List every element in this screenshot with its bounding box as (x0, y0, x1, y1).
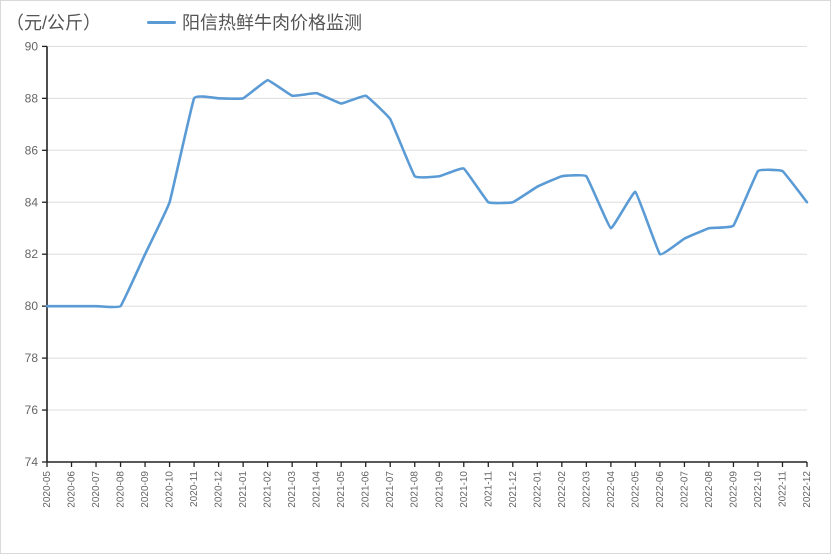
svg-text:2020-07: 2020-07 (91, 471, 102, 508)
svg-text:2022-11: 2022-11 (777, 471, 788, 507)
svg-text:2022-07: 2022-07 (679, 471, 690, 508)
svg-text:2021-09: 2021-09 (434, 471, 445, 508)
svg-text:2020-09: 2020-09 (140, 471, 151, 508)
svg-text:86: 86 (25, 143, 39, 157)
svg-text:2022-03: 2022-03 (581, 471, 592, 508)
svg-text:2022-08: 2022-08 (704, 471, 715, 508)
svg-text:2021-08: 2021-08 (410, 471, 421, 508)
svg-text:2021-05: 2021-05 (336, 471, 347, 508)
svg-text:84: 84 (25, 195, 39, 209)
svg-text:2020-08: 2020-08 (116, 471, 127, 508)
svg-text:2021-01: 2021-01 (238, 471, 249, 508)
svg-text:78: 78 (25, 351, 39, 365)
svg-text:2020-10: 2020-10 (165, 471, 176, 508)
svg-text:2021-04: 2021-04 (312, 471, 323, 508)
svg-text:88: 88 (25, 91, 39, 105)
svg-text:2021-07: 2021-07 (385, 471, 396, 508)
svg-text:2021-06: 2021-06 (361, 471, 372, 508)
svg-text:80: 80 (25, 299, 39, 313)
svg-text:2021-10: 2021-10 (459, 471, 470, 508)
svg-text:82: 82 (25, 247, 39, 261)
svg-text:2021-11: 2021-11 (483, 471, 494, 507)
svg-text:2022-01: 2022-01 (532, 471, 543, 508)
svg-text:2020-12: 2020-12 (214, 471, 225, 508)
svg-text:2022-10: 2022-10 (753, 471, 764, 508)
svg-text:2020-06: 2020-06 (67, 471, 78, 508)
svg-text:2020-11: 2020-11 (189, 471, 200, 507)
svg-text:2021-03: 2021-03 (287, 471, 298, 508)
svg-text:2020-05: 2020-05 (42, 471, 53, 508)
svg-text:76: 76 (25, 403, 39, 417)
svg-text:2022-04: 2022-04 (606, 471, 617, 508)
svg-text:2022-02: 2022-02 (557, 471, 568, 508)
svg-text:2022-05: 2022-05 (630, 471, 641, 508)
svg-text:2022-12: 2022-12 (802, 471, 813, 508)
svg-text:2021-12: 2021-12 (508, 471, 519, 508)
svg-text:90: 90 (25, 39, 39, 53)
svg-text:2022-09: 2022-09 (728, 471, 739, 508)
svg-text:74: 74 (25, 455, 39, 469)
svg-text:2022-06: 2022-06 (655, 471, 666, 508)
svg-text:2021-02: 2021-02 (263, 471, 274, 508)
